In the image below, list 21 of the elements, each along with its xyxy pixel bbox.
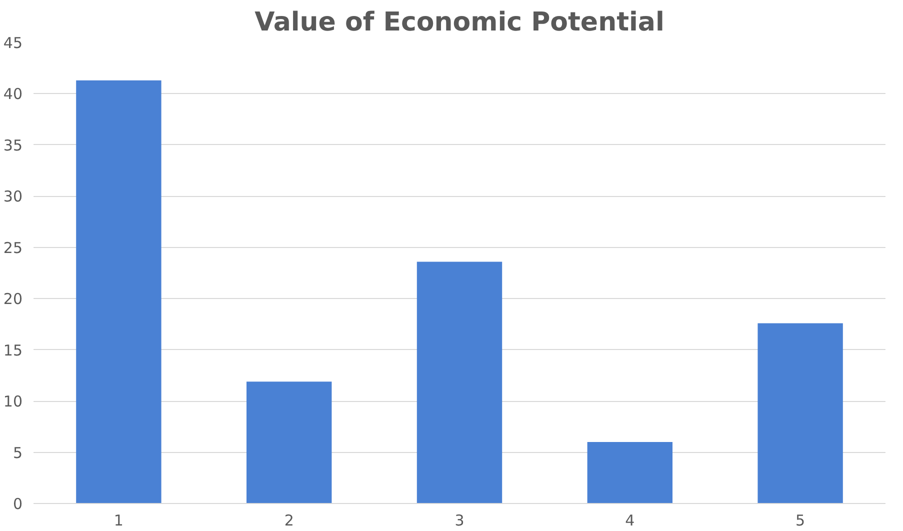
x-tick-label: 2 — [284, 512, 294, 530]
bar — [416, 262, 502, 504]
y-tick-label: 45 — [3, 34, 23, 52]
y-tick-label: 35 — [3, 136, 23, 154]
y-tick-label: 40 — [3, 85, 23, 104]
x-tick-label: 3 — [454, 512, 464, 530]
bar — [76, 80, 162, 504]
chart-title: Value of Economic Potential — [254, 8, 664, 38]
x-tick-label: 1 — [114, 512, 124, 530]
x-tick-label: 4 — [625, 512, 635, 530]
y-tick-label: 20 — [3, 290, 23, 308]
y-tick-label: 0 — [12, 495, 23, 513]
bar — [587, 442, 672, 504]
bar — [246, 382, 332, 504]
bar — [758, 323, 843, 504]
y-tick-label: 5 — [12, 444, 23, 462]
y-tick-label: 15 — [3, 341, 23, 360]
x-tick-label: 5 — [796, 512, 806, 530]
y-tick-label: 10 — [3, 392, 23, 411]
y-tick-label: 25 — [3, 238, 23, 257]
y-tick-label: 30 — [3, 188, 23, 206]
